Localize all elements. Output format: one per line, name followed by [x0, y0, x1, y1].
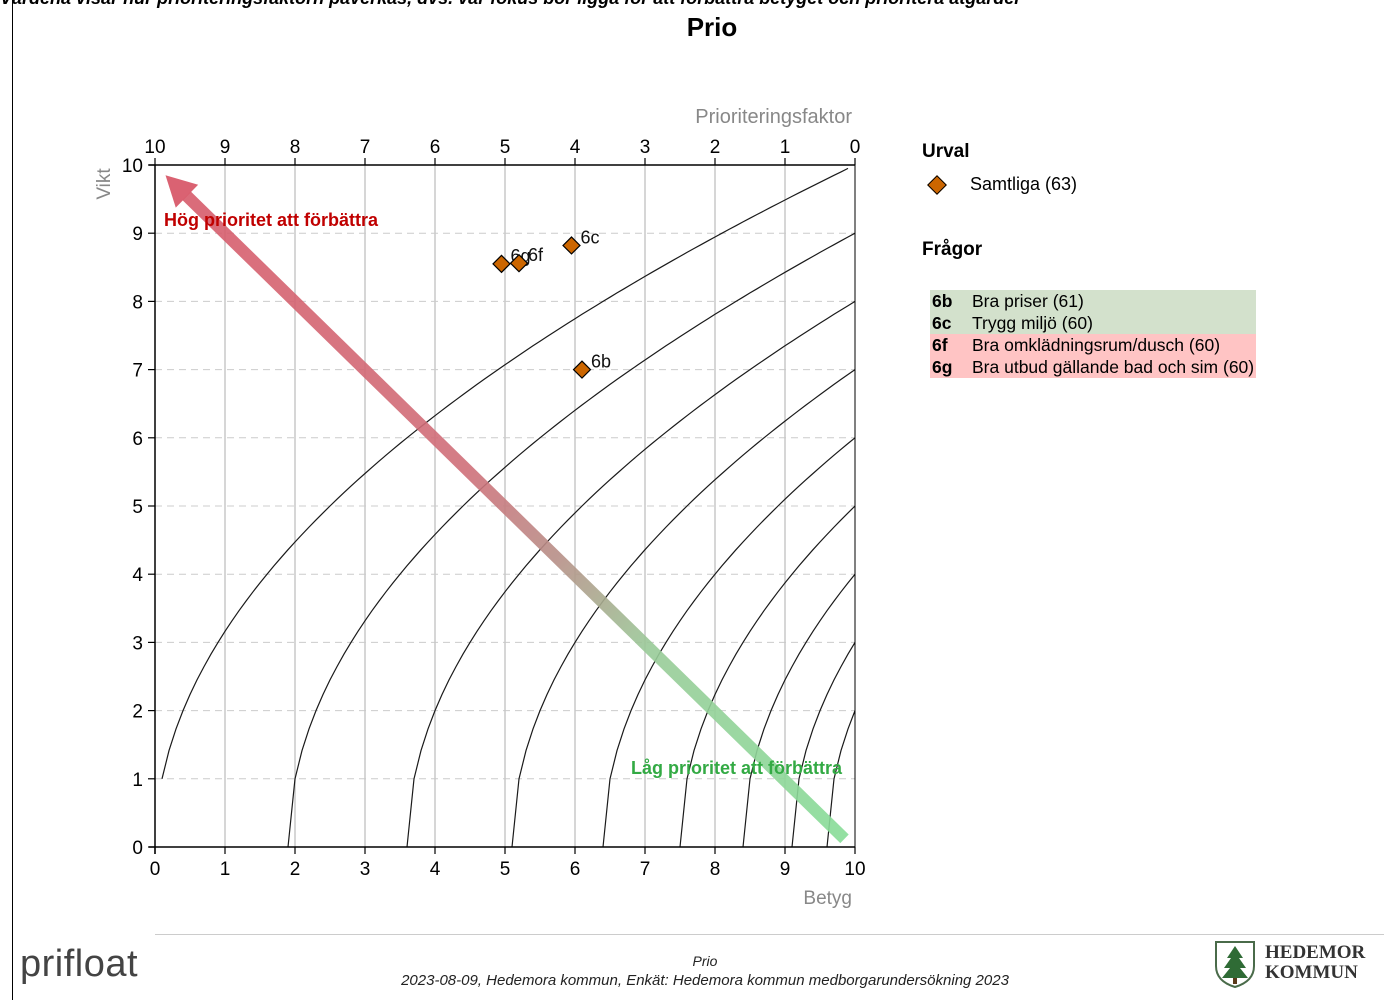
- priority-curve: [161, 167, 849, 779]
- priority-curve: [602, 437, 856, 848]
- point-label-6f: 6f: [528, 245, 544, 265]
- x-tick-label: 6: [570, 859, 581, 880]
- logo-line-1: HEDEMOR: [1265, 942, 1366, 963]
- question-label: Trygg miljö (60): [972, 313, 1093, 333]
- urval-item-label: Samtliga (63): [970, 174, 1078, 194]
- point-label-6b: 6b: [591, 352, 611, 372]
- question-6g[interactable]: 6g Bra utbud gällande bad och sim (60): [930, 356, 1257, 378]
- y-tick-label: 3: [132, 633, 143, 654]
- question-code: 6c: [932, 313, 952, 333]
- x-tick-label: 5: [500, 859, 511, 880]
- y-tick-label: 7: [132, 361, 143, 382]
- question-6b[interactable]: 6b Bra priser (61): [930, 290, 1257, 312]
- low-priority-label: Låg prioritet att förbättra: [631, 758, 843, 778]
- y-tick-label: 5: [132, 497, 143, 518]
- footer-info: 2023-08-09, Hedemora kommun, Enkät: Hede…: [401, 972, 1009, 989]
- x-tick-label: 1: [220, 859, 231, 880]
- priority-curve: [742, 573, 856, 848]
- arrow-head-icon: [165, 175, 199, 208]
- data-point-6f: [509, 253, 529, 273]
- y-axis-label: Vikt: [94, 168, 115, 200]
- data-point-6g: [492, 254, 511, 274]
- footer-title: Prio: [692, 953, 718, 969]
- question-6c[interactable]: 6c Trygg miljö (60): [930, 312, 1257, 334]
- top-tick-label: 8: [290, 137, 301, 158]
- top-axis-label: Prioriteringsfaktor: [695, 106, 852, 128]
- y-tick-label: 2: [132, 702, 143, 723]
- tree-shield-icon: [1215, 941, 1255, 988]
- x-tick-label: 7: [640, 859, 651, 880]
- y-tick-label: 0: [132, 838, 143, 859]
- urval-heading: Urval: [922, 141, 970, 162]
- priority-arrow: [182, 191, 849, 844]
- page-frame: [12, 0, 1384, 1000]
- hedemora-logo: HEDEMOR KOMMUN: [1213, 938, 1365, 988]
- y-tick-label: 1: [132, 770, 143, 791]
- question-code: 6b: [932, 291, 953, 311]
- top-text-strip: Värdena visar hur prioriteringsfaktorn p…: [0, 0, 1384, 8]
- question-6f[interactable]: 6f Bra omklädningsrum/dusch (60): [930, 334, 1257, 356]
- top-tick-label: 3: [640, 137, 651, 158]
- y-tick-label: 6: [132, 429, 143, 450]
- x-axis-label: Betyg: [803, 888, 852, 909]
- footer-divider: [155, 934, 1384, 935]
- data-point-6b: [572, 360, 592, 379]
- top-tick-label: 5: [500, 137, 511, 158]
- y-tick-label: 10: [122, 156, 143, 177]
- logo-line-2: KOMMUN: [1265, 962, 1358, 983]
- priority-curve: [679, 505, 856, 848]
- point-label-6c: 6c: [581, 227, 600, 247]
- question-code: 6g: [932, 357, 953, 377]
- top-tick-label: 9: [220, 137, 231, 158]
- priority-curve: [791, 642, 856, 848]
- prifloat-logo: prifloat: [20, 943, 139, 985]
- x-tick-label: 0: [150, 859, 161, 880]
- fragor-heading: Frågor: [922, 239, 983, 260]
- data-point-6c: [562, 236, 581, 255]
- top-tick-label: 2: [710, 137, 721, 158]
- priority-curve: [287, 232, 856, 848]
- x-tick-label: 9: [780, 859, 791, 880]
- y-tick-label: 9: [132, 224, 143, 245]
- chart-title: Prio: [686, 12, 738, 42]
- diamond-marker-icon: [927, 174, 947, 195]
- x-tick-label: 4: [430, 859, 441, 880]
- question-label: Bra omklädningsrum/dusch (60): [972, 335, 1221, 355]
- question-label: Bra priser (61): [972, 291, 1084, 311]
- top-tick-label: 0: [850, 137, 861, 158]
- top-tick-label: 7: [360, 137, 371, 158]
- top-tick-label: 1: [780, 137, 791, 158]
- top-tick-label: 4: [570, 137, 581, 158]
- urval-legend-item[interactable]: Samtliga (63): [927, 174, 1078, 195]
- high-priority-label: Hög prioritet att förbättra: [164, 210, 379, 230]
- top-tick-label: 10: [144, 137, 165, 158]
- y-tick-label: 8: [132, 292, 143, 313]
- y-tick-label: 4: [132, 565, 143, 586]
- question-label: Bra utbud gällande bad och sim (60): [972, 357, 1255, 377]
- priority-curve: [826, 710, 856, 848]
- top-tick-label: 6: [430, 137, 441, 158]
- x-tick-label: 10: [844, 859, 865, 880]
- priority-curve: [511, 369, 856, 848]
- x-tick-label: 2: [290, 859, 301, 880]
- x-tick-label: 8: [710, 859, 721, 880]
- question-list: 6b Bra priser (61) 6c Trygg miljö (60) 6f Bra…: [930, 290, 1257, 378]
- x-tick-label: 3: [360, 859, 371, 880]
- priority-curve: [406, 300, 856, 848]
- question-code: 6f: [932, 335, 948, 355]
